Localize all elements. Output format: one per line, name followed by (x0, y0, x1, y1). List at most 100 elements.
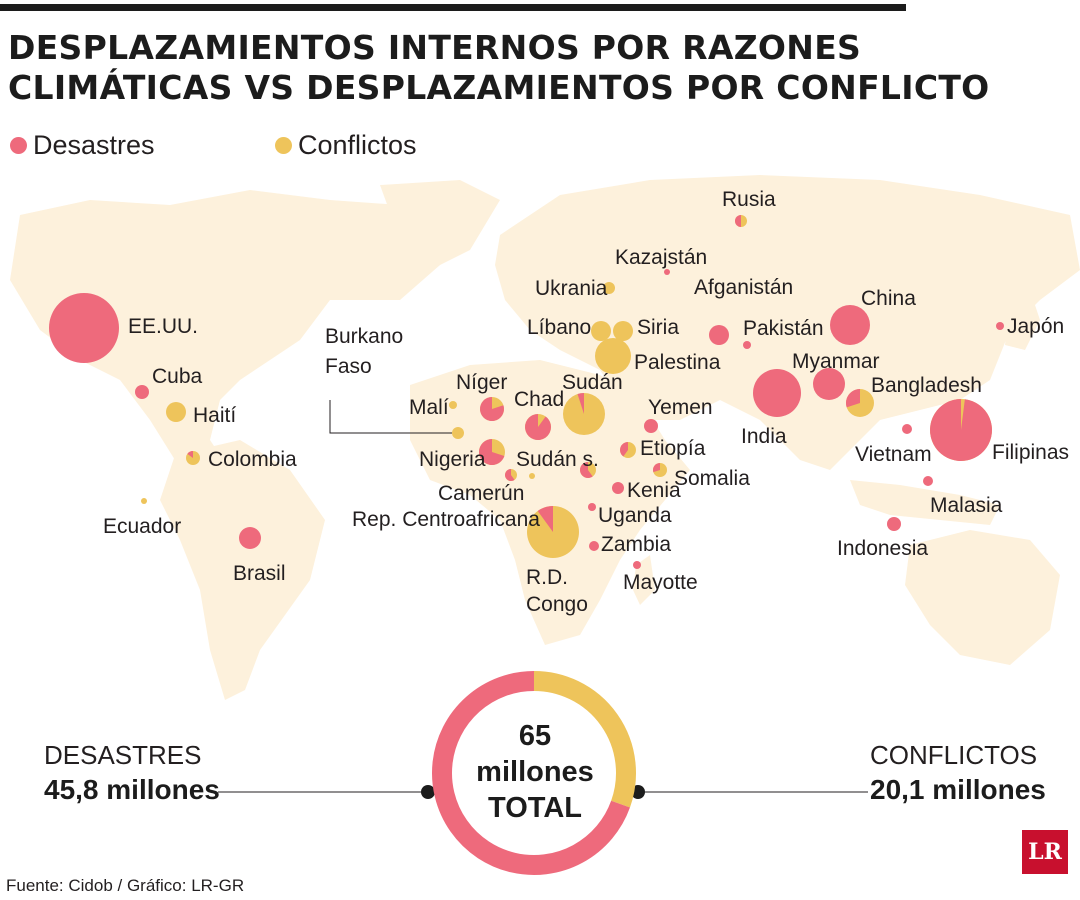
disasters-total-value: 45,8 millones (44, 774, 220, 805)
disaster-share (902, 424, 912, 434)
label-brasil: Brasil (233, 562, 286, 585)
label-indonesia: Indonesia (837, 537, 928, 560)
label-haiti: Haití (193, 404, 236, 427)
bubble-myanmar (813, 368, 845, 400)
conflict-share (452, 427, 464, 439)
label-niger: Níger (456, 371, 507, 394)
disaster-share (830, 305, 870, 345)
bubble-uganda (588, 503, 596, 511)
disaster-share (187, 451, 193, 458)
label-rusia: Rusia (722, 188, 776, 211)
lr-logo: LR (1022, 830, 1068, 874)
conflict-share (141, 498, 147, 504)
label-india: India (741, 425, 787, 448)
page-title: DESPLAZAMIENTOS INTERNOS POR RAZONES CLI… (8, 28, 990, 108)
bubble-afganistan (709, 325, 729, 345)
bubble-rep-centroafricana (529, 473, 535, 479)
conflict-share (613, 321, 633, 341)
label-sudan: Sudán (562, 371, 623, 394)
bubble-mali (449, 401, 457, 409)
label-japon: Japón (1007, 315, 1064, 338)
summary-connectors (218, 785, 868, 799)
source-note: Fuente: Cidob / Gráfico: LR-GR (6, 876, 245, 895)
disaster-share (589, 541, 599, 551)
label-libano: Líbano (527, 316, 591, 339)
bubble-etiopia (620, 442, 636, 458)
label-burkano-faso-1: Burkano (325, 325, 403, 348)
bubble-r-d-congo (527, 506, 579, 558)
disaster-share (664, 269, 670, 275)
total-number: 65 (518, 720, 552, 752)
bubble-mayotte (633, 561, 641, 569)
top-rule (0, 4, 906, 11)
legend-conflicts-label: Conflictos (298, 130, 417, 160)
label-zambia: Zambia (601, 533, 671, 556)
land-south-america (160, 440, 325, 700)
disaster-share (504, 469, 515, 482)
bubble-zambia (589, 541, 599, 551)
label-palestina: Palestina (634, 351, 721, 374)
bubble-vietnam (902, 424, 912, 434)
label-pakistan: Pakistán (743, 317, 824, 340)
disaster-share (239, 527, 261, 549)
disaster-share (743, 341, 751, 349)
bubble-libano (591, 321, 611, 341)
disaster-share (577, 393, 584, 414)
label-etiopia: Etiopía (640, 437, 706, 460)
disaster-share (887, 517, 901, 531)
label-nigeria: Nigeria (419, 448, 486, 471)
total-donut (432, 671, 636, 875)
conflict-share (449, 401, 457, 409)
disaster-share (135, 385, 149, 399)
disasters-total-label: DESASTRES (44, 740, 202, 770)
disaster-share (735, 215, 741, 227)
label-yemen: Yemen (648, 396, 713, 419)
continents (10, 175, 1080, 700)
disaster-share (996, 322, 1004, 330)
disaster-share (846, 389, 860, 408)
donut-conflicts-segment (533, 671, 636, 808)
bubble-niger (480, 397, 504, 422)
label-cuba: Cuba (152, 365, 203, 388)
disaster-swatch (10, 137, 27, 154)
disaster-share (753, 369, 801, 417)
label-china: China (861, 287, 916, 310)
label-chad: Chad (514, 388, 564, 411)
label-burkano-faso-2: Faso (325, 355, 372, 378)
bubble-indonesia (887, 517, 901, 531)
bubble-haiti (166, 402, 186, 422)
label-afganistan: Afganistán (694, 276, 793, 299)
bubble-ukrania (603, 282, 615, 294)
label-mali: Malí (409, 396, 449, 419)
disaster-share (49, 293, 119, 363)
conflicts-total-value: 20,1 millones (870, 774, 1046, 805)
conflict-share (603, 282, 615, 294)
burkina-leader-line (329, 400, 452, 434)
disaster-share (479, 439, 505, 466)
bubble-somalia (653, 463, 667, 477)
legend-disasters-label: Desastres (33, 130, 155, 160)
country-bubbles (49, 215, 1004, 569)
conflicts-total-label: CONFLICTOS (870, 740, 1038, 770)
bubble-sudan-s (580, 462, 596, 479)
donut-center-text: 65 millones TOTAL (460, 718, 610, 826)
bubble-filipinas (929, 399, 992, 462)
label-camerun: Camerún (438, 482, 524, 505)
label-sudan-s: Sudán s. (516, 448, 599, 471)
donut-disasters-segment (432, 671, 630, 875)
total-caption: TOTAL (488, 792, 582, 824)
disaster-share (653, 463, 660, 473)
conflict-share (595, 338, 631, 374)
label-ukrania: Ukrania (535, 277, 608, 300)
disaster-share (813, 368, 845, 400)
legend-disasters: Desastres (10, 130, 155, 161)
bubble-india (753, 369, 801, 417)
label-kazajstan: Kazajstán (615, 246, 707, 269)
label-rep-centroafricana: Rep. Centroafricana (352, 508, 540, 531)
disaster-share (580, 462, 593, 479)
title-line-1: DESPLAZAMIENTOS INTERNOS POR RAZONES (8, 28, 862, 67)
bubble-kenia (612, 482, 624, 494)
bubble-cuba (135, 385, 149, 399)
total-unit: millones (476, 756, 594, 788)
label-somalia: Somalia (674, 467, 750, 490)
